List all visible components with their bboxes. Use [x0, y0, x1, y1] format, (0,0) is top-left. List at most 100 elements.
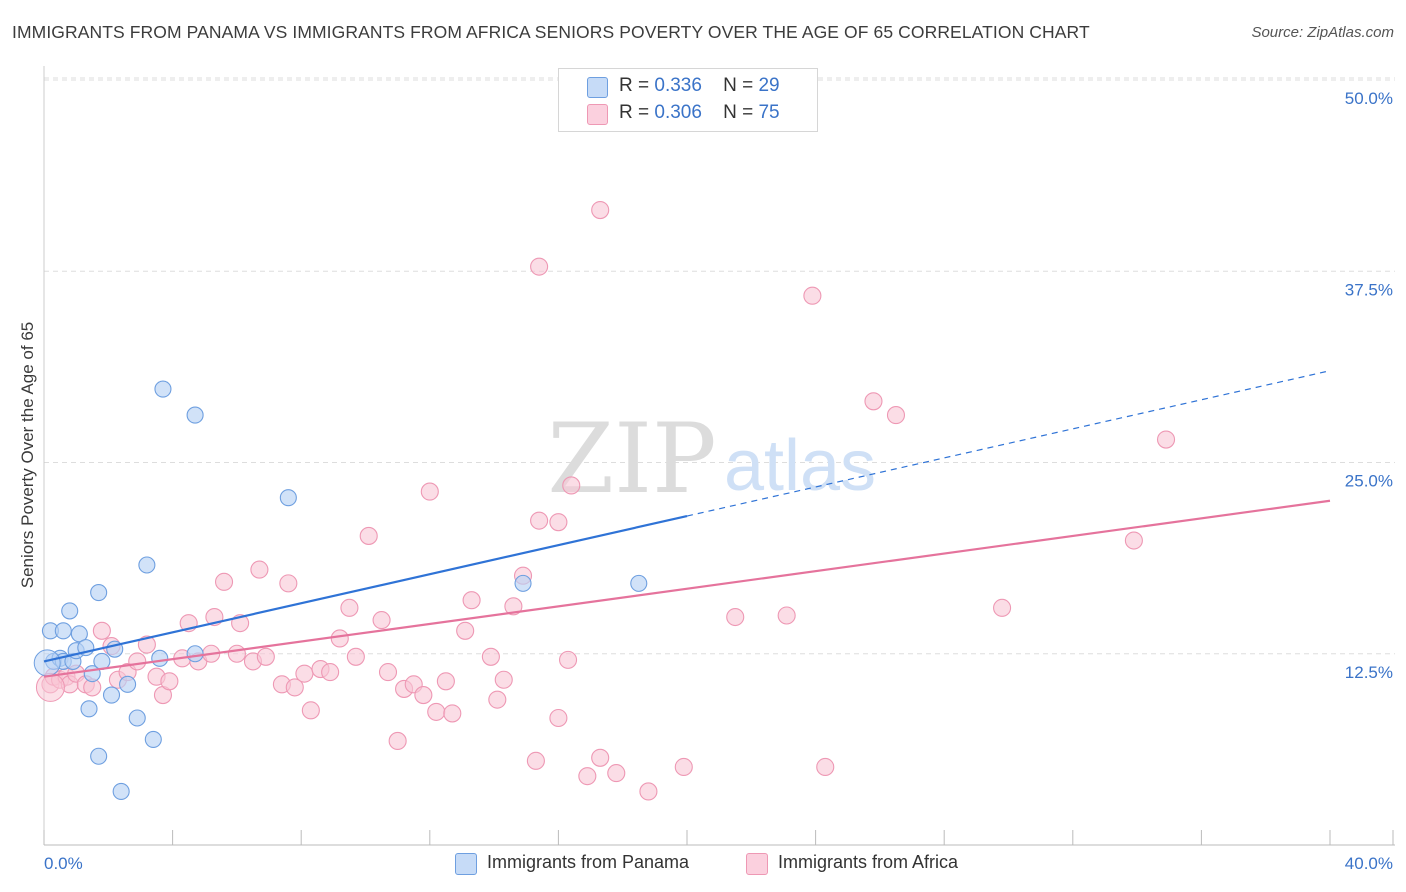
africa-point — [378, 663, 398, 682]
panama-point — [90, 747, 108, 765]
africa-point — [591, 201, 610, 220]
africa-point — [530, 511, 549, 530]
chart-title: IMMIGRANTS FROM PANAMA VS IMMIGRANTS FRO… — [12, 22, 1090, 42]
africa-point — [639, 782, 658, 801]
legend-text-panama: R = 0.336 N = 29 — [619, 75, 780, 97]
africa-point — [578, 767, 597, 786]
africa-point — [160, 672, 179, 691]
source-label: Source: ZipAtlas.com — [1251, 24, 1394, 41]
africa-point — [359, 526, 378, 545]
panama-point — [279, 489, 297, 507]
watermark-atlas: atlas — [724, 426, 876, 506]
africa-point — [504, 597, 523, 616]
africa-point — [549, 708, 568, 728]
grid-lines — [44, 77, 1395, 655]
africa-point — [803, 286, 822, 305]
africa-point — [295, 664, 314, 683]
legend-n-label: N = — [723, 102, 754, 123]
panama-trend-line — [43, 514, 688, 663]
africa-trend-line — [43, 499, 1331, 678]
africa-point-cluster — [35, 672, 65, 702]
y-tick-label: 12.5% — [1345, 663, 1393, 682]
africa-point — [285, 678, 304, 697]
legend-swatch-africa — [587, 104, 608, 125]
africa-point — [864, 392, 883, 411]
africa-point — [227, 644, 246, 663]
bottom-legend-swatch-panama — [455, 853, 477, 875]
africa-point — [414, 686, 433, 705]
africa-point — [321, 663, 340, 682]
legend-n-value-panama: 29 — [758, 75, 780, 96]
africa-point — [481, 647, 500, 666]
africa-point — [137, 635, 156, 654]
y-tick-label: 37.5% — [1345, 280, 1393, 299]
africa-point — [558, 650, 578, 669]
africa-point — [250, 560, 269, 579]
panama-point — [144, 730, 162, 748]
africa-point — [726, 607, 745, 627]
trend-lines — [43, 370, 1331, 678]
panama-point — [102, 686, 121, 704]
africa-point — [388, 731, 407, 751]
africa-point — [214, 572, 234, 591]
legend-text-africa: R = 0.306 N = 75 — [619, 102, 780, 124]
africa-point — [562, 476, 581, 495]
panama-point — [186, 645, 204, 663]
africa-point — [462, 591, 481, 610]
africa-point — [816, 757, 835, 777]
africa-point — [886, 406, 906, 425]
panama-point — [119, 675, 137, 693]
africa-point — [1156, 430, 1176, 449]
africa-point — [674, 757, 693, 777]
panama-point — [128, 709, 146, 727]
africa-point — [1124, 531, 1143, 550]
africa-point — [372, 611, 391, 630]
panama-point — [151, 649, 169, 667]
x-tick-label: 0.0% — [44, 854, 83, 873]
africa-point — [427, 702, 446, 721]
panama-point — [138, 556, 156, 574]
africa-point — [436, 672, 455, 691]
x-tick-label: 40.0% — [1345, 854, 1393, 873]
panama-point — [154, 380, 172, 398]
panama-point — [514, 574, 532, 592]
africa-point — [993, 598, 1012, 617]
legend-n-value-africa: 75 — [758, 102, 780, 123]
legend-n-label: N = — [723, 75, 754, 96]
africa-point — [530, 257, 549, 276]
legend-swatch-panama — [587, 77, 608, 98]
legend-r-label: R = — [619, 75, 650, 96]
africa-point — [346, 647, 365, 666]
africa-point — [330, 629, 349, 648]
panama-point — [54, 622, 72, 640]
y-axis-label: Seniors Poverty Over the Age of 65 — [18, 321, 37, 589]
africa-point — [591, 748, 610, 767]
africa-point — [420, 482, 439, 501]
africa-point — [279, 574, 298, 593]
panama-point — [80, 700, 98, 718]
africa-point — [340, 598, 359, 617]
y-tick-label: 25.0% — [1345, 472, 1393, 491]
africa-point — [777, 606, 796, 625]
africa-point — [526, 751, 545, 770]
africa-point — [92, 621, 111, 640]
watermark: ZIP atlas — [547, 403, 876, 515]
africa-point — [443, 704, 462, 723]
legend-r-label: R = — [619, 102, 650, 123]
panama-point — [112, 782, 130, 801]
africa-point — [256, 647, 275, 666]
panama-point — [90, 583, 108, 602]
africa-point — [456, 621, 475, 640]
axes — [43, 66, 1395, 846]
africa-point — [488, 690, 507, 709]
panama-point — [630, 574, 648, 592]
tick-labels: 12.5% 25.0% 37.5% 50.0% 0.0% 40.0% — [44, 89, 1393, 873]
panama-point — [61, 602, 79, 620]
panama-point — [70, 625, 88, 643]
legend-r-value-africa: 0.306 — [654, 102, 702, 123]
legend-r-value-panama: 0.336 — [654, 75, 702, 96]
panama-point-cluster — [33, 649, 61, 677]
y-tick-label: 50.0% — [1345, 89, 1393, 108]
bottom-legend-label-panama: Immigrants from Panama — [487, 852, 690, 872]
